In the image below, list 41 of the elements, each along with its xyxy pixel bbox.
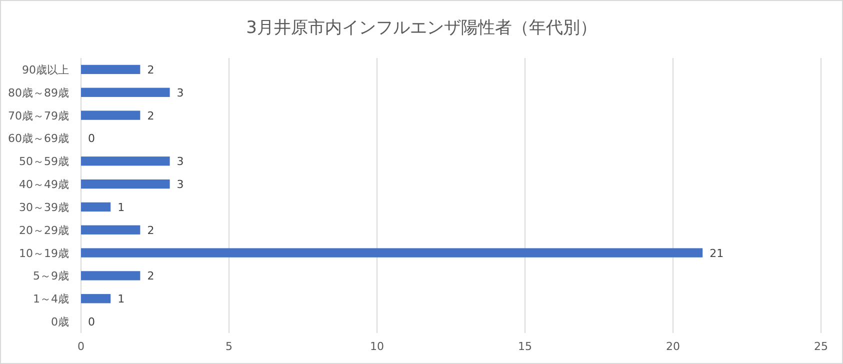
data-label: 21 <box>710 246 724 260</box>
bar <box>81 64 140 74</box>
chart-title: 3月井原市内インフルエンザ陽性者（年代別） <box>246 18 597 38</box>
y-tick-label: 90歳以上 <box>22 63 69 76</box>
x-tick-label: 10 <box>370 340 384 353</box>
data-label: 3 <box>176 86 184 100</box>
y-tick-label: 5～9歳 <box>33 270 69 283</box>
bar <box>81 156 170 166</box>
bar <box>81 294 111 304</box>
y-tick-label: 20～29歳 <box>19 224 69 237</box>
data-label: 2 <box>147 224 154 237</box>
data-label: 0 <box>88 132 95 146</box>
bar <box>81 110 140 120</box>
data-label: 1 <box>118 200 125 214</box>
bar <box>81 202 111 212</box>
data-label: 0 <box>88 316 95 329</box>
bar <box>81 248 703 258</box>
y-tick-label: 10～19歳 <box>19 246 69 260</box>
y-tick-label: 80歳～89歳 <box>8 86 69 100</box>
data-label: 1 <box>118 292 125 306</box>
x-tick-label: 5 <box>226 340 232 353</box>
x-tick-label: 20 <box>666 340 680 353</box>
bar <box>81 271 140 280</box>
data-label: 2 <box>147 270 154 283</box>
bar <box>81 179 170 189</box>
x-tick-label: 15 <box>518 340 532 353</box>
data-label: 2 <box>147 63 154 76</box>
y-tick-label: 70歳～79歳 <box>8 109 69 122</box>
y-tick-label: 50～59歳 <box>19 155 69 168</box>
y-tick-label: 60歳～69歳 <box>8 132 69 146</box>
y-tick-label: 1～4歳 <box>33 292 69 306</box>
data-label: 2 <box>147 109 154 122</box>
data-label: 3 <box>176 178 184 192</box>
bar <box>81 225 140 234</box>
bar <box>81 88 170 97</box>
data-label: 3 <box>176 155 184 168</box>
x-tick-label: 0 <box>78 340 84 353</box>
y-tick-label: 30～39歳 <box>19 200 69 214</box>
y-tick-label: 0歳 <box>51 316 69 329</box>
y-tick-label: 40～49歳 <box>19 178 69 192</box>
x-tick-label: 25 <box>814 340 828 353</box>
